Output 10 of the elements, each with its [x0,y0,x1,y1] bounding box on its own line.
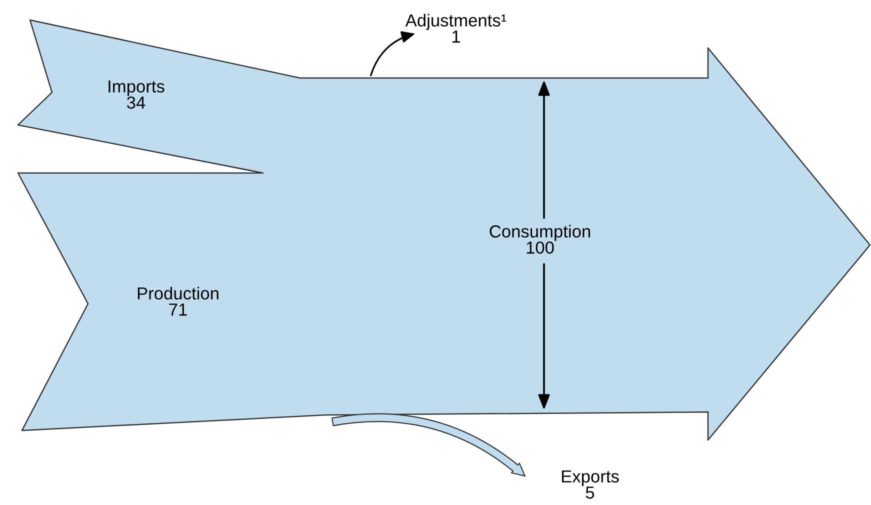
data-label: 1 [452,30,460,43]
data-label: 71 [169,304,187,316]
category-label: Consumption [490,224,590,241]
category-label: Imports [108,80,164,96]
data-label: 34 [127,96,146,109]
category-label: Exports [562,470,619,486]
category-label: Adjustments¹ [405,14,506,30]
data-label: 5 [586,486,594,499]
category-label: Production [138,286,218,300]
data-label: 100 [526,241,554,254]
